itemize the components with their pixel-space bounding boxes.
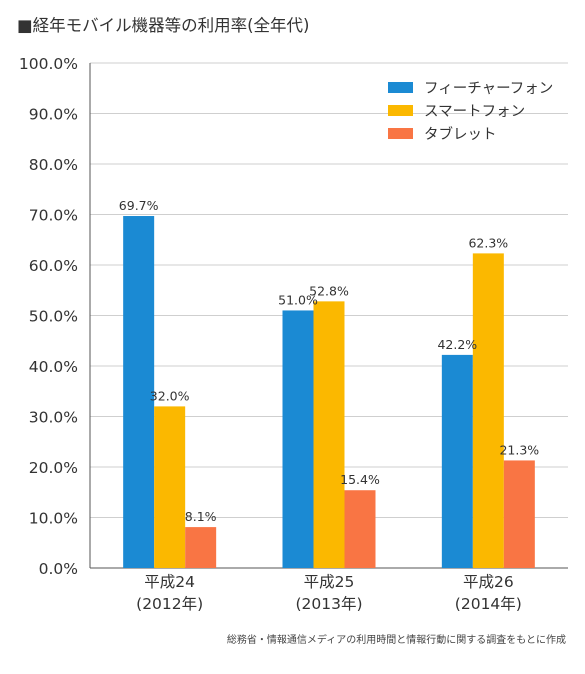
bar-tablet-0 (185, 527, 217, 568)
y-tick-label: 70.0% (29, 207, 78, 225)
data-label: 62.3% (468, 235, 508, 250)
legend-swatch-tablet (388, 128, 413, 139)
x-category-label: 平成26 (463, 573, 514, 591)
bar-tablet-2 (503, 460, 535, 568)
bar-smartphone-0 (154, 406, 186, 568)
data-label: 42.2% (437, 337, 477, 352)
chart-title: ■経年モバイル機器等の利用率(全年代) (17, 16, 309, 35)
bar-feature_phone-2 (441, 354, 473, 568)
bars (123, 216, 535, 568)
y-tick-label: 80.0% (29, 156, 78, 174)
legend-swatch-smartphone (388, 105, 413, 116)
y-tick-label: 30.0% (29, 409, 78, 427)
data-label: 69.7% (119, 198, 159, 213)
data-label: 51.0% (278, 292, 318, 307)
y-tick-label: 40.0% (29, 358, 78, 376)
data-label: 21.3% (499, 442, 539, 457)
y-tick-label: 90.0% (29, 106, 78, 124)
bar-tablet-1 (344, 490, 376, 568)
category-labels: 平成24 (2012年) 平成25 (2013年) 平成26 (2014年) (136, 573, 522, 613)
bar-feature_phone-1 (282, 310, 314, 568)
legend-label: フィーチャーフォン (424, 81, 553, 97)
legend-label: タブレット (424, 125, 497, 143)
data-label: 32.0% (150, 388, 190, 403)
y-tick-label: 10.0% (29, 510, 78, 528)
x-category-year-label: (2014年) (455, 595, 522, 613)
axes: 0.0% 10.0% 20.0% 30.0% 40.0% 50.0% 60.0% 70.0% 8… (19, 55, 568, 578)
data-label: 52.8% (309, 283, 349, 298)
source-note: 総務省・情報通信メディアの利用時間と情報行動に関する調査をもとに作成 (227, 633, 566, 646)
x-category-label: 平成24 (144, 573, 195, 591)
y-tick-label: 50.0% (29, 308, 78, 326)
x-category-year-label: (2012年) (136, 595, 203, 613)
data-label: 15.4% (340, 472, 380, 487)
y-tick-label: 60.0% (29, 257, 78, 275)
legend-swatch-feature_phone (388, 82, 413, 93)
x-category-label: 平成25 (304, 573, 355, 591)
y-tick-label: 0.0% (39, 560, 78, 578)
legend-label: スマートフォン (424, 104, 525, 120)
bar-smartphone-1 (313, 301, 345, 568)
bar-feature_phone-0 (123, 216, 155, 568)
x-category-year-label: (2013年) (295, 595, 362, 613)
y-tick-label: 20.0% (29, 459, 78, 477)
data-labels: 69.7% 32.0% 8.1% 51.0%52.8% 15.4% 42.2% 62.3% 2… (119, 198, 539, 524)
data-label: 8.1% (185, 509, 217, 524)
y-tick-label: 100.0% (19, 55, 78, 73)
bar-smartphone-2 (472, 253, 504, 568)
